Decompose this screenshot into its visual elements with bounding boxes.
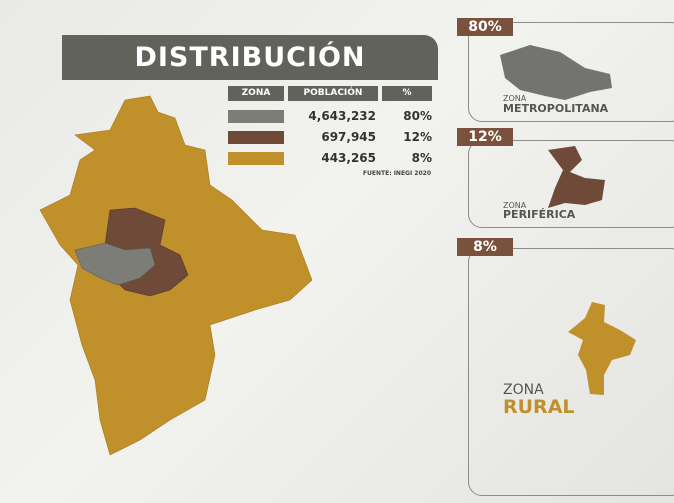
- population: 697,945: [288, 129, 376, 145]
- population: 443,265: [288, 150, 376, 166]
- table-header: %: [382, 86, 432, 101]
- title: DISTRIBUCIÓN: [62, 35, 438, 80]
- swatch: [228, 131, 284, 144]
- swatch: [228, 110, 284, 123]
- panel-percent: 12%: [457, 128, 513, 146]
- percent: 80%: [382, 108, 432, 124]
- panel-percent: 80%: [457, 18, 513, 36]
- zona-name: RURAL: [503, 396, 575, 418]
- swatch: [228, 152, 284, 165]
- percent: 12%: [382, 129, 432, 145]
- source: FUENTE: INEGI 2020: [300, 170, 431, 177]
- slide: DISTRIBUCIÓN ZONA POBLACIÓN % 4,643,232 …: [0, 0, 674, 503]
- percent: 8%: [382, 150, 432, 166]
- table-header: POBLACIÓN: [288, 86, 378, 101]
- population: 4,643,232: [288, 108, 376, 124]
- table-header: ZONA: [228, 86, 284, 101]
- zona-name: PERIFÉRICA: [503, 208, 575, 221]
- panel: [468, 248, 674, 496]
- panel-percent: 8%: [457, 238, 513, 256]
- zona-name: METROPOLITANA: [503, 102, 608, 115]
